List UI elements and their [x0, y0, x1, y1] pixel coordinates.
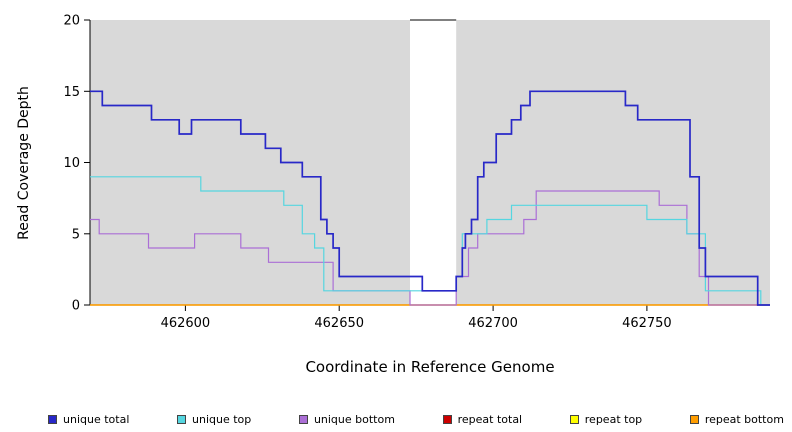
- x-tick-label: 462650: [314, 316, 364, 331]
- legend-item-unique-bottom: unique bottom: [298, 413, 395, 426]
- legend-item-repeat-bottom: repeat bottom: [689, 413, 784, 426]
- x-axis-label: Coordinate in Reference Genome: [305, 358, 555, 376]
- y-tick-label: 15: [63, 85, 80, 100]
- legend-label: repeat bottom: [704, 413, 784, 426]
- x-tick-label: 462750: [622, 316, 672, 331]
- legend-swatch-repeat-total: [442, 415, 452, 424]
- legend-item-repeat-top: repeat top: [569, 413, 643, 426]
- legend-swatch-unique-bottom: [298, 415, 308, 424]
- legend-swatch-repeat-bottom: [689, 415, 699, 424]
- legend-swatch-unique-top: [177, 415, 187, 424]
- y-tick-label: 5: [72, 227, 80, 242]
- legend-label: repeat top: [584, 413, 643, 426]
- legend-label: unique bottom: [313, 413, 395, 426]
- y-tick-label: 20: [63, 14, 80, 29]
- y-tick-label: 10: [63, 156, 80, 171]
- legend-item-repeat-total: repeat total: [442, 413, 523, 426]
- x-tick-label: 462700: [468, 316, 518, 331]
- legend-item-unique-top: unique top: [177, 413, 251, 426]
- series-unique-total: [90, 90, 770, 306]
- legend-item-unique-total: unique total: [48, 413, 129, 426]
- gap-region: [410, 20, 457, 305]
- chart-legend: unique total unique top unique bottom repea…: [48, 413, 784, 426]
- legend-label: repeat total: [457, 413, 523, 426]
- y-axis-label: Read Coverage Depth: [16, 86, 32, 240]
- y-tick-label: 0: [72, 299, 80, 314]
- legend-label: unique top: [192, 413, 252, 426]
- x-tick-label: 462600: [161, 316, 211, 331]
- legend-label: unique total: [63, 413, 130, 426]
- legend-swatch-unique-total: [48, 415, 57, 424]
- legend-swatch-repeat-top: [569, 415, 579, 424]
